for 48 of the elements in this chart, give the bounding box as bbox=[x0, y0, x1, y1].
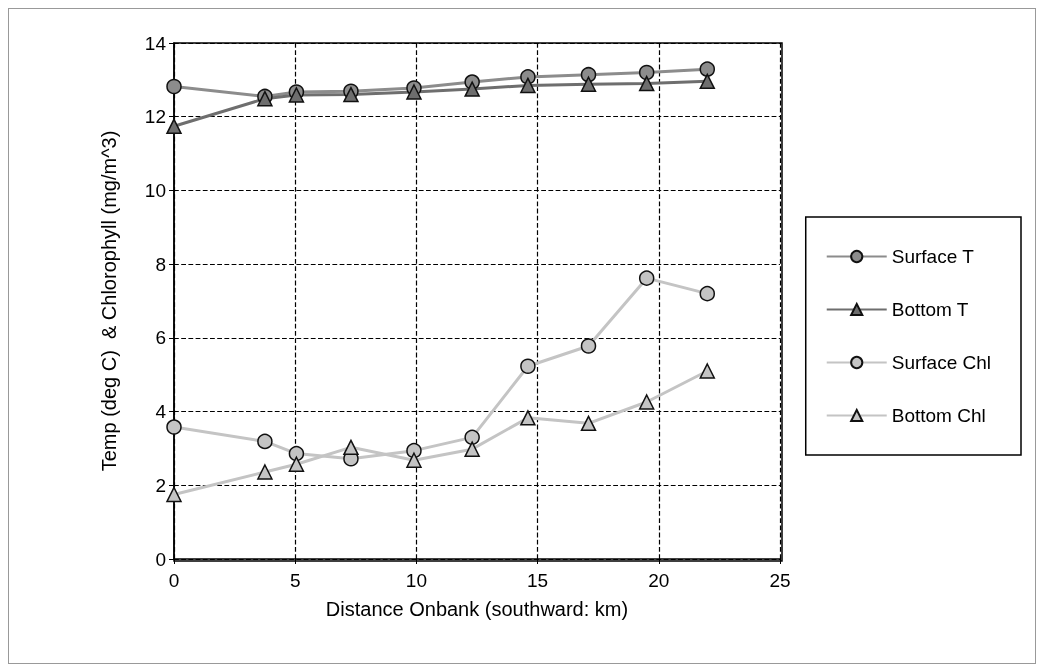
y-axis-title: Temp (deg C) & Chlorophyll (mg/m^3) bbox=[98, 130, 120, 472]
y-tick-label: 2 bbox=[155, 474, 166, 496]
legend-label: Bottom Chl bbox=[891, 405, 986, 426]
point bbox=[638, 394, 655, 410]
legend-label: Bottom T bbox=[891, 299, 969, 320]
point bbox=[699, 61, 716, 77]
legend-label: Surface T bbox=[891, 246, 975, 267]
point bbox=[257, 433, 273, 450]
point bbox=[580, 76, 597, 93]
point bbox=[166, 78, 182, 95]
x-axis-title: Distance Onbank (southward: km) bbox=[325, 598, 629, 620]
point bbox=[406, 84, 422, 100]
legend-label: Surface Chl bbox=[891, 352, 992, 373]
y-tick-label: 8 bbox=[155, 253, 166, 275]
point bbox=[699, 73, 716, 90]
x-tick-label: 20 bbox=[648, 570, 670, 591]
point bbox=[464, 441, 480, 457]
x-tick-label: 5 bbox=[289, 570, 301, 591]
point bbox=[166, 486, 182, 503]
point bbox=[520, 410, 536, 426]
point bbox=[464, 429, 480, 446]
y-tick-label: 12 bbox=[144, 106, 166, 128]
point bbox=[520, 77, 536, 94]
y-tick-label: 6 bbox=[155, 327, 166, 349]
point bbox=[580, 338, 597, 354]
y-tick-label: 14 bbox=[144, 32, 167, 54]
point bbox=[166, 118, 182, 135]
point bbox=[257, 464, 273, 480]
point bbox=[343, 439, 359, 456]
point bbox=[520, 358, 536, 374]
point bbox=[288, 445, 305, 462]
point bbox=[166, 419, 182, 435]
point bbox=[580, 415, 597, 432]
x-tick-label: 0 bbox=[168, 570, 180, 591]
point bbox=[464, 81, 480, 97]
x-tick-label: 10 bbox=[405, 570, 427, 591]
x-tick-label: 15 bbox=[527, 570, 549, 591]
point bbox=[638, 75, 655, 92]
point bbox=[699, 363, 716, 379]
y-tick-label: 4 bbox=[155, 401, 167, 423]
y-tick-label: 10 bbox=[144, 179, 166, 201]
y-tick-label: 0 bbox=[155, 548, 166, 570]
point bbox=[288, 456, 305, 473]
point bbox=[638, 270, 655, 286]
x-tick-label: 25 bbox=[769, 570, 791, 591]
point bbox=[699, 285, 716, 302]
point bbox=[406, 452, 422, 468]
point bbox=[638, 64, 655, 81]
